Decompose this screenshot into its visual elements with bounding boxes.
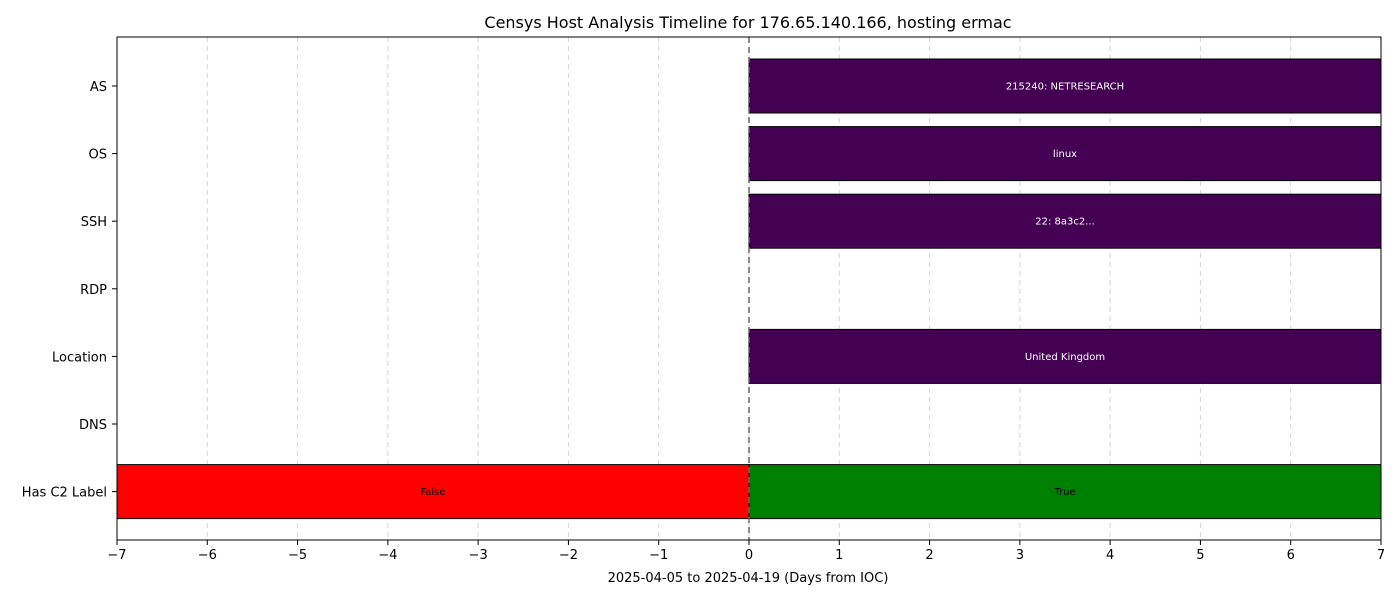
bar-label: 22: 8a3c2... — [1035, 217, 1095, 228]
timeline-bar — [748, 464, 1382, 520]
timeline-bar — [748, 328, 1382, 384]
y-tick-label: AS — [90, 80, 107, 95]
timeline-bar — [748, 126, 1382, 182]
y-tick-label: RDP — [80, 283, 107, 298]
x-tick-label: 1 — [835, 548, 843, 563]
x-axis: −7 −6 −5 −4 −3 −2 −1 0 1 2 3 4 5 6 7 — [107, 540, 1385, 563]
timeline-bar — [748, 58, 1382, 114]
bar-label: False — [420, 487, 445, 498]
chart-title: Censys Host Analysis Timeline for 176.65… — [484, 13, 1011, 32]
bar-label: 215240: NETRESEARCH — [1006, 82, 1124, 93]
x-tick-label: 5 — [1196, 548, 1204, 563]
bar-label: linux — [1053, 149, 1077, 160]
x-tick-label: −4 — [378, 548, 397, 563]
y-tick-label: DNS — [79, 418, 107, 433]
x-tick-label: 3 — [1016, 548, 1024, 563]
x-tick-label: 0 — [745, 548, 753, 563]
timeline-bar — [748, 193, 1382, 249]
x-tick-label: 2 — [925, 548, 933, 563]
y-axis: AS OS SSH RDP Location DNS Has C2 Label — [22, 80, 117, 501]
bar-label: True — [1053, 487, 1075, 498]
x-tick-label: −1 — [649, 548, 668, 563]
x-tick-label: 7 — [1377, 548, 1385, 563]
bar-labels-group: 215240: NETRESEARCH linux 22: 8a3c2... Unit… — [420, 82, 1124, 499]
bars-group — [116, 58, 1382, 520]
x-tick-label: −5 — [288, 548, 307, 563]
x-tick-label: 6 — [1287, 548, 1295, 563]
x-tick-label: −6 — [198, 548, 217, 563]
y-tick-label: Location — [52, 350, 107, 365]
x-axis-label: 2025-04-05 to 2025-04-19 (Days from IOC) — [608, 571, 889, 586]
x-tick-label: −7 — [107, 548, 126, 563]
timeline-bar — [116, 464, 750, 520]
y-tick-label: Has C2 Label — [22, 486, 107, 501]
y-tick-label: OS — [89, 148, 107, 163]
x-tick-label: 4 — [1106, 548, 1114, 563]
bar-label: United Kingdom — [1025, 352, 1105, 363]
x-tick-label: −2 — [559, 548, 578, 563]
y-tick-label: SSH — [81, 215, 107, 230]
x-tick-label: −3 — [469, 548, 488, 563]
